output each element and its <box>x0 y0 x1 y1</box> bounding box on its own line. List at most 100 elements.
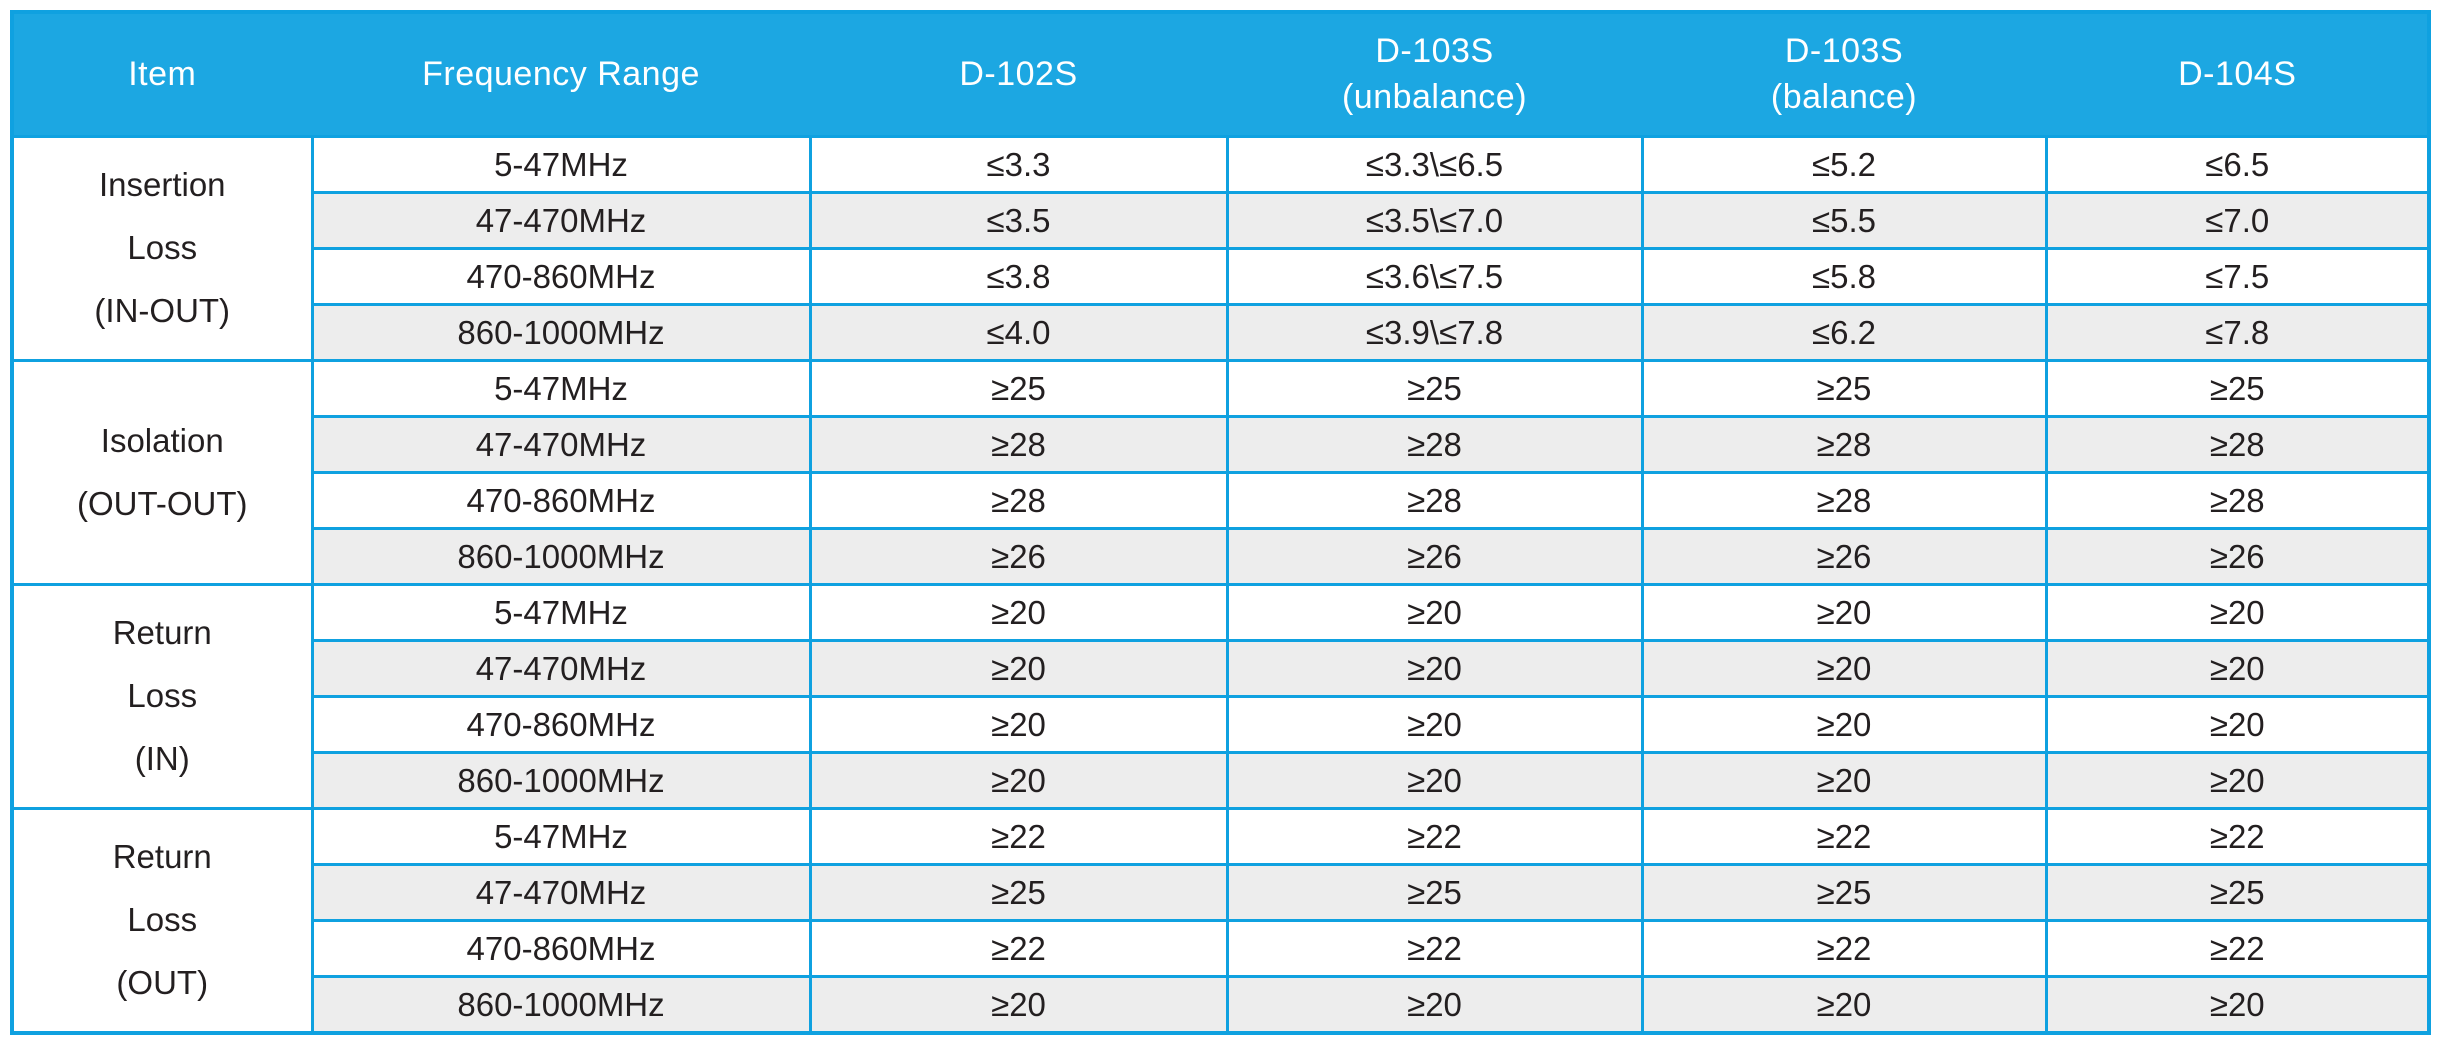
table-row: 47-470MHz ≥28 ≥28 ≥28 ≥28 <box>12 415 2431 474</box>
frequency-cell: 860-1000MHz <box>310 751 812 810</box>
value-cell: ≤6.5 <box>2044 135 2431 194</box>
value-cell: ≤4.0 <box>808 303 1229 362</box>
value-cell: ≥20 <box>1640 975 2048 1035</box>
header-row: Item Frequency Range D-102S D-103S (unba… <box>10 10 2431 138</box>
item-cell-return-loss-in: Return Loss (IN) <box>10 583 314 810</box>
table-row: 860-1000MHz ≥20 ≥20 ≥20 ≥20 <box>12 751 2431 810</box>
table-row: 470-860MHz ≥28 ≥28 ≥28 ≥28 <box>12 471 2431 530</box>
value-cell: ≥25 <box>1225 359 1644 418</box>
value-cell: ≤3.8 <box>808 247 1229 306</box>
frequency-cell: 5-47MHz <box>310 807 812 866</box>
frequency-cell: 47-470MHz <box>310 863 812 922</box>
value-cell: ≤6.2 <box>1640 303 2048 362</box>
table-row: 470-860MHz ≥22 ≥22 ≥22 ≥22 <box>12 919 2431 978</box>
value-cell: ≥28 <box>1225 415 1644 474</box>
value-cell: ≤3.5\≤7.0 <box>1225 191 1644 250</box>
frequency-cell: 860-1000MHz <box>310 303 812 362</box>
table-row: 860-1000MHz ≥20 ≥20 ≥20 ≥20 <box>12 975 2431 1035</box>
item-cell-return-loss-out: Return Loss (OUT) <box>10 807 314 1035</box>
value-cell: ≥28 <box>1640 471 2048 530</box>
value-cell: ≥20 <box>1225 751 1644 810</box>
header-cell-d102s: D-102S <box>808 10 1229 138</box>
value-cell: ≥28 <box>2044 415 2431 474</box>
value-cell: ≤3.3 <box>808 135 1229 194</box>
value-cell: ≥25 <box>808 359 1229 418</box>
value-cell: ≥20 <box>1640 583 2048 642</box>
value-cell: ≥28 <box>1225 471 1644 530</box>
value-cell: ≥22 <box>808 807 1229 866</box>
frequency-cell: 47-470MHz <box>310 191 812 250</box>
value-cell: ≥20 <box>808 695 1229 754</box>
frequency-cell: 470-860MHz <box>310 247 812 306</box>
value-cell: ≥20 <box>1225 695 1644 754</box>
frequency-cell: 47-470MHz <box>310 415 812 474</box>
value-cell: ≥20 <box>1225 639 1644 698</box>
table-row: 470-860MHz ≤3.8 ≤3.6\≤7.5 ≤5.8 ≤7.5 <box>12 247 2431 306</box>
value-cell: ≤7.0 <box>2044 191 2431 250</box>
frequency-cell: 860-1000MHz <box>310 527 812 586</box>
value-cell: ≥22 <box>1640 807 2048 866</box>
value-cell: ≥20 <box>2044 695 2431 754</box>
frequency-cell: 5-47MHz <box>310 583 812 642</box>
table-row: 47-470MHz ≥20 ≥20 ≥20 ≥20 <box>12 639 2431 698</box>
frequency-cell: 470-860MHz <box>310 919 812 978</box>
value-cell: ≥20 <box>1640 639 2048 698</box>
header-cell-d103s-unbalance: D-103S (unbalance) <box>1225 10 1644 138</box>
value-cell: ≥25 <box>2044 359 2431 418</box>
table-row: Return Loss (OUT) 5-47MHz ≥22 ≥22 ≥22 ≥2… <box>10 807 2431 1035</box>
header-cell-d104s: D-104S <box>2044 10 2431 138</box>
frequency-cell: 5-47MHz <box>310 359 812 418</box>
header-cell-item: Item <box>10 10 314 138</box>
value-cell: ≤3.6\≤7.5 <box>1225 247 1644 306</box>
value-cell: ≥20 <box>2044 639 2431 698</box>
value-cell: ≥25 <box>2044 863 2431 922</box>
table-row: Insertion Loss (IN-OUT) 5-47MHz ≤3.3 ≤3.… <box>10 135 2431 362</box>
value-cell: ≥26 <box>1225 527 1644 586</box>
item-cell-insertion-loss: Insertion Loss (IN-OUT) <box>10 135 314 362</box>
value-cell: ≥25 <box>1640 359 2048 418</box>
value-cell: ≥20 <box>2044 975 2431 1035</box>
value-cell: ≥28 <box>808 471 1229 530</box>
table-row: Return Loss (IN) 5-47MHz ≥20 ≥20 ≥20 ≥20 <box>10 583 2431 810</box>
table-row: Isolation (OUT-OUT) 5-47MHz ≥25 ≥25 ≥25 … <box>10 359 2431 586</box>
value-cell: ≥20 <box>808 583 1229 642</box>
value-cell: ≥22 <box>1225 919 1644 978</box>
frequency-cell: 470-860MHz <box>310 471 812 530</box>
value-cell: ≤7.5 <box>2044 247 2431 306</box>
value-cell: ≥28 <box>2044 471 2431 530</box>
value-cell: ≤5.8 <box>1640 247 2048 306</box>
value-cell: ≥26 <box>1640 527 2048 586</box>
frequency-cell: 470-860MHz <box>310 695 812 754</box>
value-cell: ≥25 <box>1640 863 2048 922</box>
value-cell: ≥28 <box>1640 415 2048 474</box>
table-row: 47-470MHz ≤3.5 ≤3.5\≤7.0 ≤5.5 ≤7.0 <box>12 191 2431 250</box>
value-cell: ≤5.5 <box>1640 191 2048 250</box>
value-cell: ≥20 <box>1225 975 1644 1035</box>
value-cell: ≥25 <box>808 863 1229 922</box>
value-cell: ≥22 <box>2044 807 2431 866</box>
value-cell: ≥20 <box>1225 583 1644 642</box>
item-cell-isolation: Isolation (OUT-OUT) <box>10 359 314 586</box>
value-cell: ≥22 <box>2044 919 2431 978</box>
value-cell: ≥26 <box>808 527 1229 586</box>
value-cell: ≤3.9\≤7.8 <box>1225 303 1644 362</box>
table-row: 860-1000MHz ≤4.0 ≤3.9\≤7.8 ≤6.2 ≤7.8 <box>12 303 2431 362</box>
value-cell: ≥20 <box>808 751 1229 810</box>
value-cell: ≥28 <box>808 415 1229 474</box>
table-row: 470-860MHz ≥20 ≥20 ≥20 ≥20 <box>12 695 2431 754</box>
value-cell: ≥26 <box>2044 527 2431 586</box>
value-cell: ≥22 <box>1640 919 2048 978</box>
value-cell: ≥20 <box>2044 583 2431 642</box>
value-cell: ≥20 <box>2044 751 2431 810</box>
value-cell: ≥20 <box>808 975 1229 1035</box>
value-cell: ≤5.2 <box>1640 135 2048 194</box>
value-cell: ≤3.5 <box>808 191 1229 250</box>
value-cell: ≥20 <box>808 639 1229 698</box>
table-row: 47-470MHz ≥25 ≥25 ≥25 ≥25 <box>12 863 2431 922</box>
value-cell: ≥20 <box>1640 751 2048 810</box>
header-cell-frequency-range: Frequency Range <box>310 10 812 138</box>
frequency-cell: 5-47MHz <box>310 135 812 194</box>
value-cell: ≤7.8 <box>2044 303 2431 362</box>
table-row: 860-1000MHz ≥26 ≥26 ≥26 ≥26 <box>12 527 2431 586</box>
value-cell: ≥25 <box>1225 863 1644 922</box>
